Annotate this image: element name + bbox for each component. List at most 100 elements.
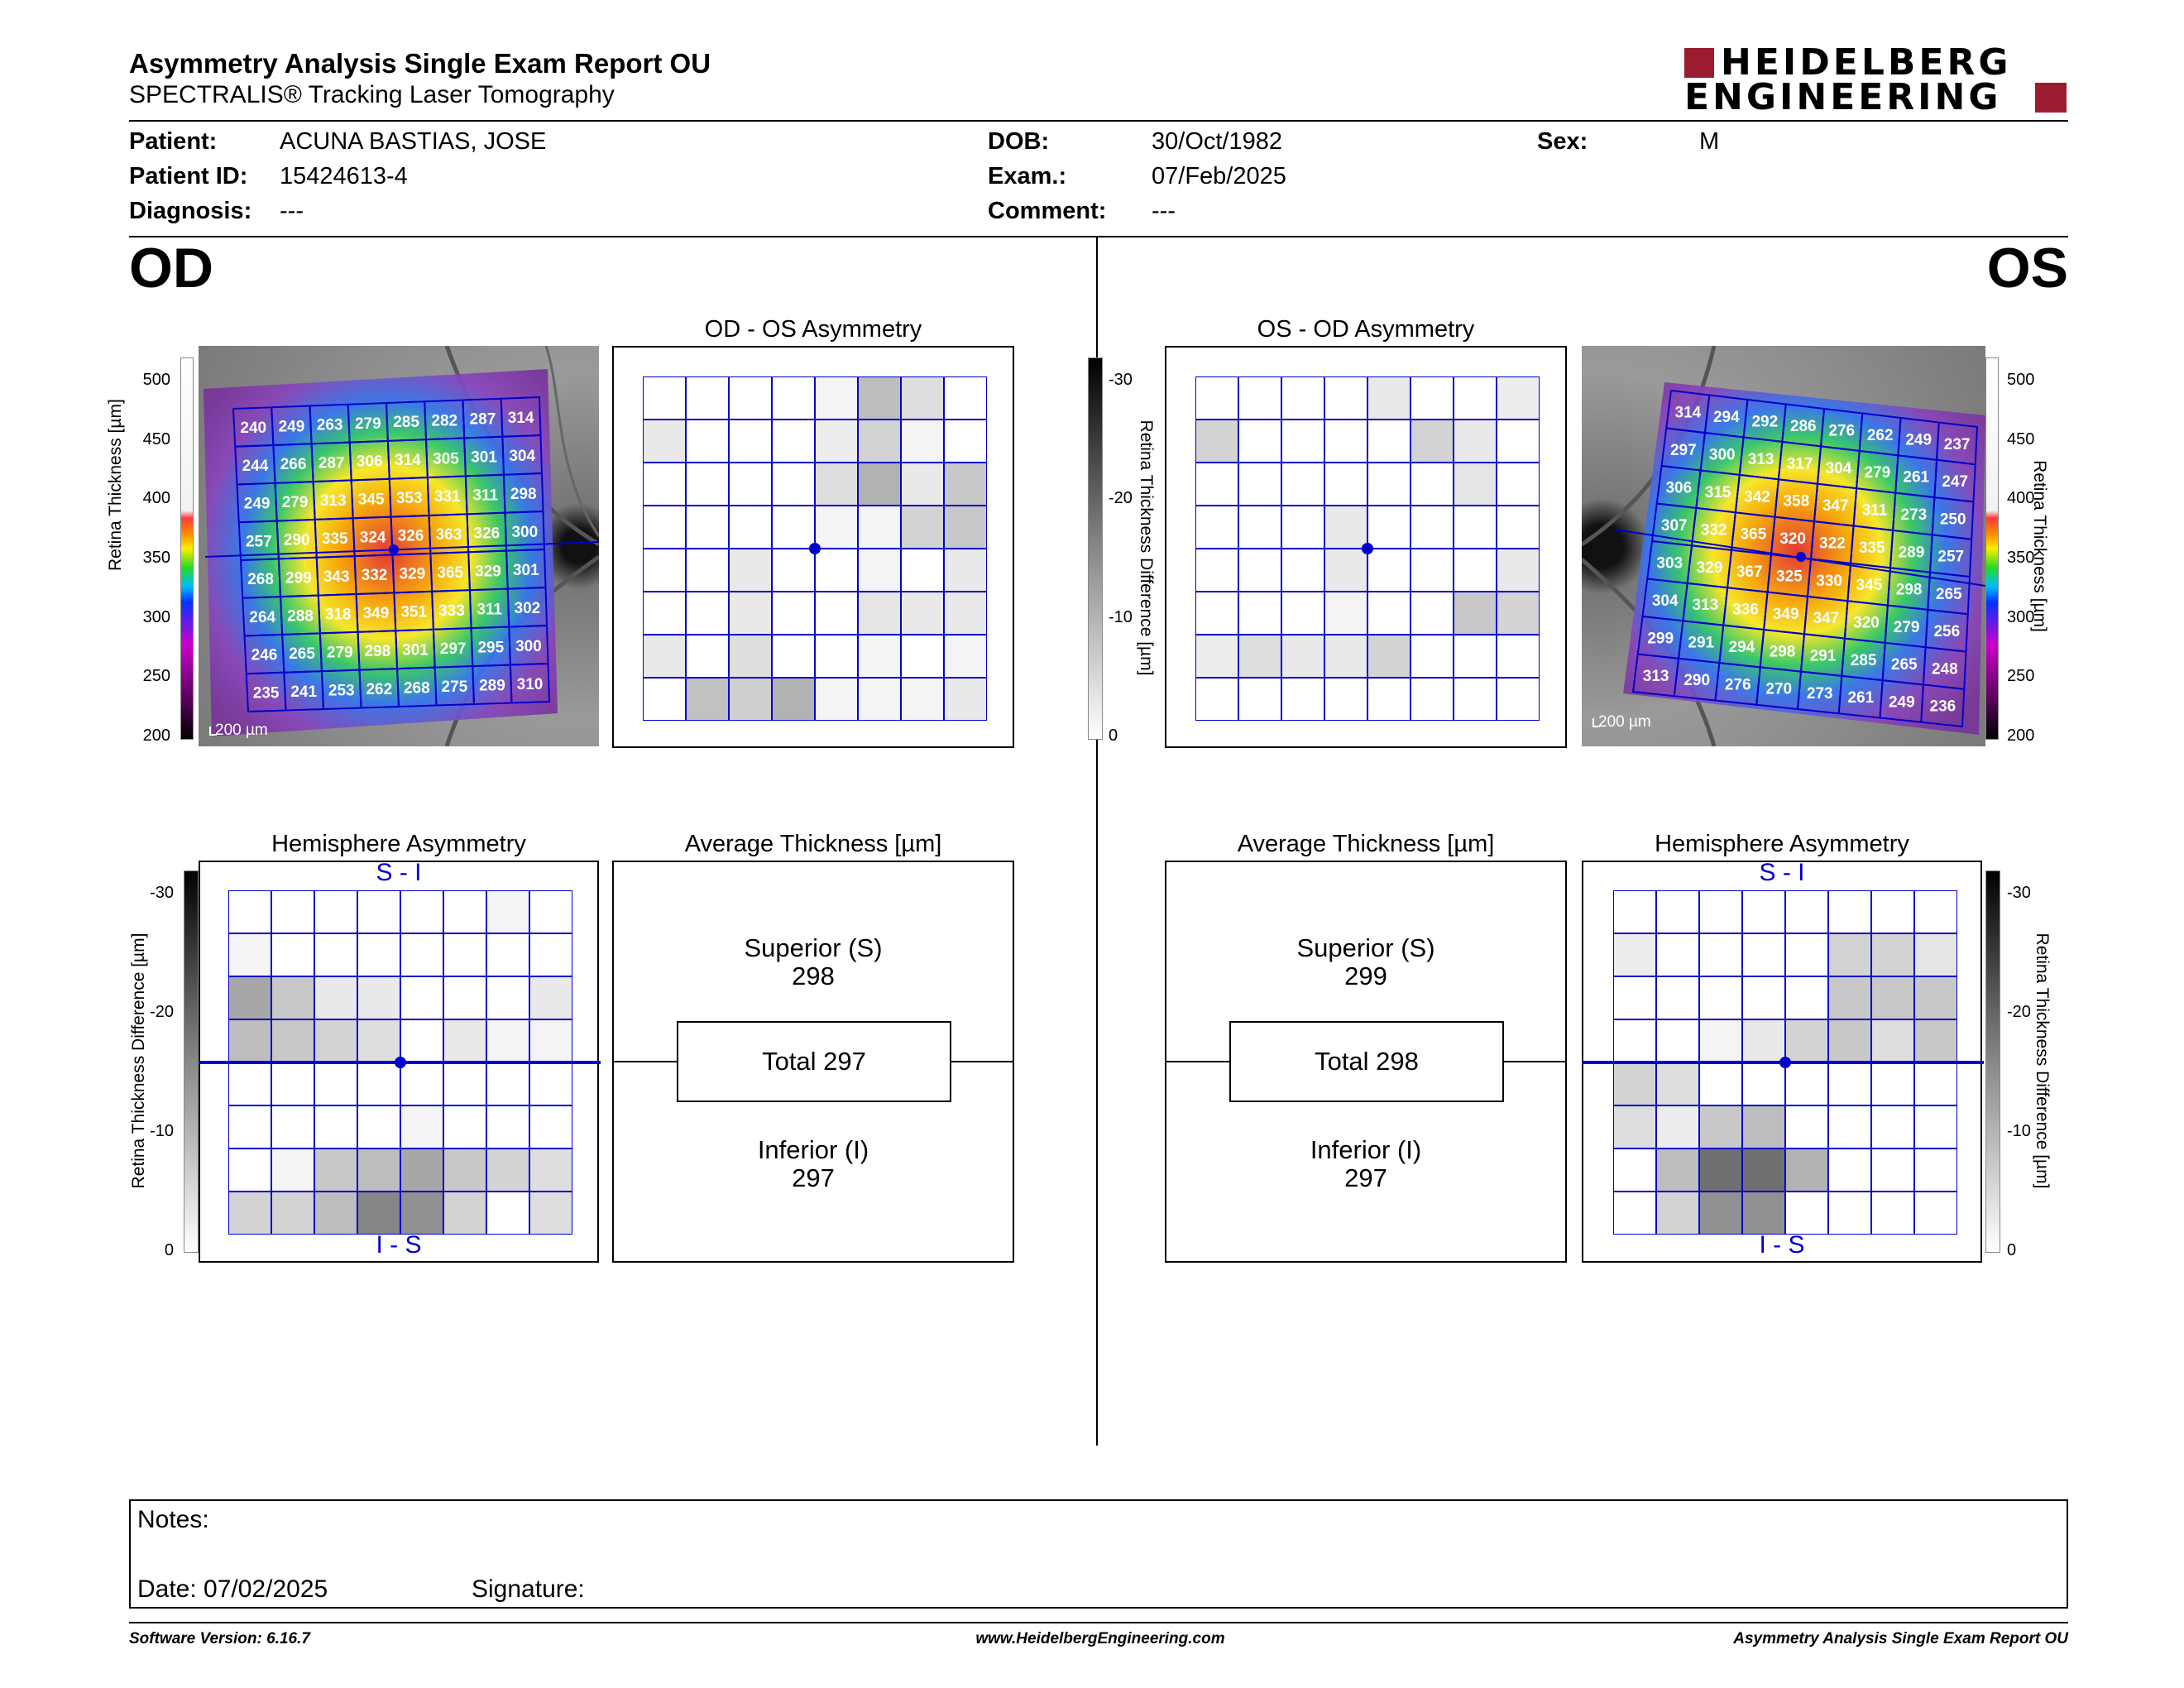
os-thickness-value: 273 bbox=[1901, 506, 1928, 524]
od-hemi-cell bbox=[529, 1105, 572, 1149]
od-thickness-value: 304 bbox=[509, 448, 535, 465]
os-thickness-value: 257 bbox=[1937, 549, 1964, 566]
os-asymmetry-cell bbox=[1195, 462, 1239, 506]
os-asymmetry-cell bbox=[1496, 634, 1540, 679]
od-asymmetry-cell bbox=[643, 548, 687, 592]
od-hemi-cell bbox=[228, 1105, 272, 1149]
od-asymmetry-cell bbox=[943, 462, 987, 506]
os-scalebar: 200 µm bbox=[1598, 713, 1651, 731]
od-asymmetry-cell bbox=[771, 505, 816, 549]
dob-value: 30/Oct/1982 bbox=[1152, 128, 1282, 155]
os-thickness-axis-label: Retina Thickness [µm] bbox=[2030, 460, 2049, 632]
diff-colorbar-center bbox=[1088, 357, 1103, 740]
os-hemi-cell bbox=[1827, 933, 1872, 977]
od-asymmetry-cell bbox=[814, 376, 859, 420]
os-thickness-value: 279 bbox=[1865, 464, 1891, 482]
footer-url[interactable]: www.HeidelbergEngineering.com bbox=[975, 1630, 1225, 1647]
od-thickness-value: 331 bbox=[434, 488, 461, 506]
os-thickness-value: 279 bbox=[1894, 619, 1920, 636]
os-thickness-value: 265 bbox=[1936, 586, 1962, 603]
od-asymmetry-cell bbox=[857, 677, 902, 721]
os-thickness-value: 265 bbox=[1891, 656, 1918, 674]
od-thickness-value: 306 bbox=[357, 453, 383, 471]
os-asymmetry-cell bbox=[1195, 677, 1239, 721]
od-thickness-value: 351 bbox=[400, 604, 427, 621]
od-asymmetry-cell bbox=[814, 462, 859, 506]
od-asymmetry-cell bbox=[771, 591, 816, 635]
od-hemi-cell bbox=[357, 1105, 401, 1149]
od-thickness-value: 262 bbox=[366, 681, 392, 698]
os-asymmetry-cell bbox=[1367, 677, 1411, 721]
od-hemi-cell bbox=[443, 933, 487, 977]
os-thickness-value: 358 bbox=[1783, 493, 1809, 511]
os-hemi-top-label: S - I bbox=[1759, 859, 1805, 886]
od-asymmetry-cell bbox=[943, 634, 987, 679]
patient-label: Patient: bbox=[129, 128, 218, 155]
od-hemi-cell bbox=[228, 890, 272, 934]
os-asymmetry-cell bbox=[1453, 419, 1497, 463]
logo-text-bottom: ENGINEERING bbox=[1684, 76, 2002, 118]
od-asymmetry-cell bbox=[685, 505, 730, 549]
os-hemi-cell bbox=[1741, 1019, 1786, 1063]
od-superior-value: 298 bbox=[792, 961, 835, 990]
os-asymmetry-cell bbox=[1410, 376, 1454, 420]
os-asymmetry-cell bbox=[1281, 505, 1325, 549]
os-thickness-value: 311 bbox=[1862, 502, 1888, 520]
os-thickness-value: 250 bbox=[1940, 511, 1966, 528]
od-hemi-cell bbox=[529, 976, 572, 1020]
tick-label: 0 bbox=[164, 1241, 174, 1259]
os-asymmetry-cell bbox=[1281, 548, 1325, 592]
od-thickness-colorbar bbox=[180, 357, 194, 740]
os-thickness-value: 294 bbox=[1729, 639, 1755, 656]
notes-box[interactable]: Notes: Date: 07/02/2025 Signature: bbox=[129, 1499, 2068, 1609]
comment-label: Comment: bbox=[988, 198, 1107, 224]
od-asymmetry-cell bbox=[814, 419, 859, 463]
os-asymmetry-cell bbox=[1453, 376, 1497, 420]
os-thickness-value: 320 bbox=[1779, 530, 1806, 548]
os-thickness-grid: 314 294 292 286 276 262 249 237 297 300 313 317 304 2… bbox=[1592, 382, 1985, 735]
os-hemi-cell bbox=[1698, 976, 1743, 1020]
os-asymmetry-cell bbox=[1324, 548, 1368, 592]
od-thickness-value: 326 bbox=[474, 525, 500, 542]
od-hemi-cell bbox=[357, 1019, 401, 1063]
os-thickness-value: 365 bbox=[1740, 526, 1766, 544]
od-thickness-value: 333 bbox=[438, 602, 465, 620]
od-asymmetry-cell bbox=[857, 634, 902, 679]
os-asymmetry-cell bbox=[1453, 505, 1497, 549]
os-thickness-value: 298 bbox=[1770, 643, 1796, 660]
od-hemi-cell bbox=[486, 890, 530, 934]
tick-label: 400 bbox=[142, 489, 170, 508]
os-thickness-value: 276 bbox=[1828, 422, 1855, 439]
os-hemi-grid bbox=[1613, 890, 1957, 1235]
os-thickness-value: 289 bbox=[1899, 544, 1925, 561]
os-hemi-cell bbox=[1655, 933, 1700, 977]
os-total-box: Total 298 bbox=[1229, 1021, 1504, 1102]
os-hemi-cell bbox=[1870, 1019, 1915, 1063]
od-thickness-value: 311 bbox=[477, 601, 502, 618]
os-hemi-title: Hemisphere Asymmetry bbox=[1655, 831, 1909, 857]
od-thickness-value: 365 bbox=[437, 564, 463, 582]
od-asymmetry-cell bbox=[643, 505, 687, 549]
os-asymmetry-cell bbox=[1367, 505, 1411, 549]
os-inferior-label: Inferior (I) bbox=[1310, 1135, 1422, 1164]
od-thickness-value: 257 bbox=[246, 533, 272, 550]
os-superior-value: 299 bbox=[1344, 961, 1387, 990]
od-hemi-grid bbox=[228, 890, 572, 1235]
od-asymmetry-cell bbox=[900, 505, 945, 549]
od-hemi-cell bbox=[314, 1148, 358, 1192]
os-thickness-value: 299 bbox=[1647, 630, 1674, 647]
od-hemi-cell bbox=[486, 976, 530, 1020]
os-hemi-cell bbox=[1698, 890, 1743, 934]
od-hemi-cell bbox=[271, 1019, 315, 1063]
od-hemi-cell bbox=[443, 890, 487, 934]
od-thickness-value: 302 bbox=[515, 600, 541, 617]
od-hemi-cell bbox=[271, 890, 315, 934]
os-hemi-cell bbox=[1741, 890, 1786, 934]
od-thickness-value: 289 bbox=[479, 677, 505, 694]
od-thickness-grid: 240 249 263 279 285 282 287 314 244 266 287 306 314 3… bbox=[204, 369, 599, 739]
os-thickness-value: 290 bbox=[1684, 672, 1710, 689]
os-asymmetry-cell bbox=[1410, 677, 1454, 721]
patient-divider bbox=[129, 236, 2068, 237]
os-hemi-cell bbox=[1870, 1105, 1915, 1149]
od-thickness-value: 244 bbox=[242, 458, 269, 475]
